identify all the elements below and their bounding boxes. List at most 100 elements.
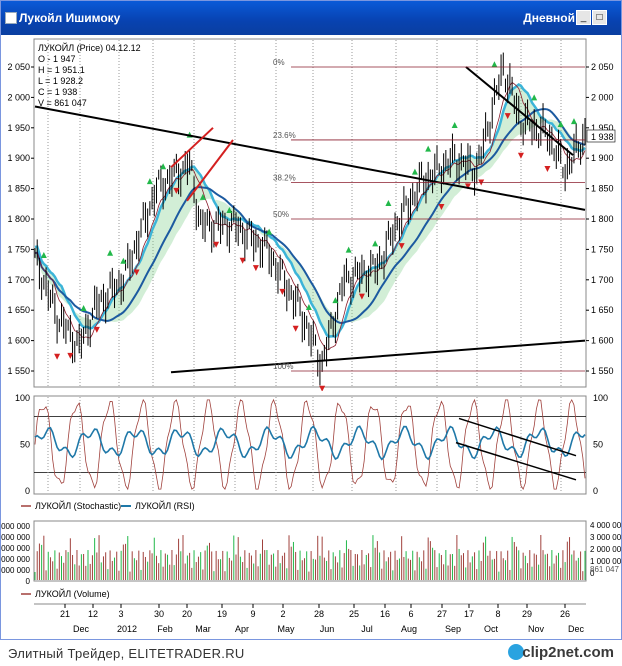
y-axis-tick: 2 000 (591, 92, 614, 102)
time-month-label: Feb (157, 624, 173, 634)
sell-signal-arrow (319, 385, 326, 392)
price-panel[interactable]: 0% 23.6% 38.2% 50% 100% 2 050 2 000 1 950 1 900… (1, 36, 621, 392)
y-axis-tick: 2 000 (7, 92, 30, 102)
volume-y-tick: 2 000 00 (590, 545, 621, 554)
fibonacci-label: 38.2% (273, 174, 296, 183)
oscillator-trendline[interactable] (458, 417, 577, 457)
channel-line[interactable] (186, 139, 234, 202)
sell-signal-arrow (358, 293, 365, 300)
time-month-label: 2012 (117, 624, 137, 634)
volume-y-tick: 000 000 (1, 533, 30, 542)
sell-signal-arrow (464, 183, 471, 190)
y-axis-tick: 1 650 (7, 305, 30, 315)
time-day-label: 6 (408, 609, 413, 619)
y-axis-tick: 1 700 (591, 275, 614, 285)
buy-signal-arrow (385, 199, 392, 206)
time-day-label: 8 (495, 609, 500, 619)
volume-y-tick: 000 000 (1, 544, 30, 553)
time-month-label: Nov (528, 624, 545, 634)
volume-legend-label: ЛУКОЙЛ (Volume) (35, 588, 110, 599)
buy-signal-arrow (411, 168, 418, 175)
fibonacci-label: 50% (273, 210, 289, 219)
buy-signal-arrow (425, 145, 432, 152)
fibonacci-label: 0% (273, 58, 285, 67)
volume-y-tick: 4 000 00 (590, 521, 621, 530)
y-axis-tick: 2 050 (7, 62, 30, 72)
oscillator-panel[interactable]: 100 100 50 50 0 0 ЛУКОЙЛ (Stochastic) ЛУКОЙЛ … (1, 393, 621, 517)
sell-signal-arrow (544, 166, 551, 173)
title-bar[interactable]: Лукойл Ишимоку Дневной _ □ (1, 1, 621, 35)
buy-signal-arrow (531, 94, 538, 101)
support-trendline[interactable] (170, 339, 586, 374)
sell-signal-arrow (292, 325, 299, 332)
oscillator-chart[interactable]: 100 100 50 50 0 0 ЛУКОЙЛ (Stochastic) ЛУКОЙЛ … (1, 393, 621, 517)
stochastic-legend: ЛУКОЙЛ (Stochastic) (35, 500, 121, 511)
volume-y-tick: 0 (590, 569, 595, 578)
volume-panel[interactable]: 000 000 000 000 000 000 000 000 000 000 0 4 0… (1, 519, 622, 603)
fibonacci-label: 23.6% (273, 131, 296, 140)
sell-signal-arrow (438, 203, 445, 210)
buy-signal-arrow (451, 121, 458, 128)
buy-signal-arrow (372, 240, 379, 247)
buy-signal-arrow (160, 163, 167, 170)
y-axis-tick: 1 700 (7, 275, 30, 285)
last-price-label: 1 938 (591, 132, 614, 142)
footer: Элитный Трейдер, ELITETRADER.RU clip2net… (0, 640, 622, 666)
footer-caption: Элитный Трейдер, ELITETRADER.RU (8, 646, 245, 661)
resistance-trendline[interactable] (34, 105, 586, 211)
window-title: Лукойл Ишимоку (19, 11, 121, 25)
y-axis-tick: 1 900 (591, 153, 614, 163)
time-day-label: 20 (182, 609, 192, 619)
maximize-button[interactable]: □ (592, 10, 607, 25)
sell-signal-arrow (133, 269, 140, 276)
price-header-line: H = 1 951.1 (38, 65, 85, 75)
sell-signal-arrow (504, 113, 511, 120)
y-axis-tick: 1 900 (7, 153, 30, 163)
price-header-line: V = 861 047 (38, 98, 87, 108)
time-month-label: Apr (235, 624, 249, 634)
y-axis-tick: 1 950 (591, 123, 614, 133)
volume-y-tick: 000 000 (1, 566, 30, 575)
time-axis[interactable]: 21 12 3 30 20 19 9 2 28 25 16 6 27 17 8 29 26 Dec 2012 Feb M… (1, 603, 621, 639)
time-day-label: 21 (60, 609, 70, 619)
price-chart[interactable]: 0% 23.6% 38.2% 50% 100% 2 050 2 000 1 950 1 900… (1, 36, 621, 392)
footer-brand[interactable]: clip2net.com (522, 644, 614, 661)
buy-signal-arrow (80, 305, 87, 312)
time-month-label: May (277, 624, 295, 634)
time-month-label: Dec (73, 624, 90, 634)
time-day-label: 3 (118, 609, 123, 619)
volume-y-tick: 000 000 (1, 522, 30, 531)
sell-signal-arrow (239, 257, 246, 264)
oscillator-trendline[interactable] (455, 441, 577, 481)
time-month-label: Aug (401, 624, 417, 634)
y-axis-tick: 1 950 (7, 123, 30, 133)
time-day-label: 12 (88, 609, 98, 619)
y-axis-tick: 1 800 (7, 214, 30, 224)
sell-signal-arrow (252, 265, 259, 272)
volume-chart[interactable]: 000 000 000 000 000 000 000 000 000 000 0 4 0… (1, 519, 622, 603)
time-month-label: Sep (445, 624, 461, 634)
channel-line[interactable] (170, 127, 214, 169)
y-axis-tick: 1 600 (7, 336, 30, 346)
stochastic-line (34, 398, 586, 491)
time-day-label: 29 (522, 609, 532, 619)
buy-signal-arrow (305, 303, 312, 310)
sell-signal-arrow (54, 353, 61, 360)
oscillator-legend: ЛУКОЙЛ (Stochastic) ЛУКОЙЛ (RSI) (21, 500, 195, 511)
buy-signal-arrow (199, 193, 206, 200)
time-month-label: Jun (320, 624, 335, 634)
short-term-trendline[interactable] (465, 66, 574, 156)
fibonacci-label: 100% (273, 362, 293, 371)
oscillator-y-tick: 50 (20, 440, 30, 450)
time-day-label: 16 (380, 609, 390, 619)
buy-signal-arrow (557, 121, 564, 128)
buy-signal-arrow (226, 206, 233, 213)
time-day-label: 28 (314, 609, 324, 619)
buy-signal-arrow (120, 257, 127, 264)
clip2net-logo-icon (508, 644, 524, 660)
minimize-button[interactable]: _ (576, 10, 591, 25)
period-selector[interactable]: Дневной (523, 11, 575, 25)
y-axis-tick: 1 550 (7, 366, 30, 376)
rsi-legend: ЛУКОЙЛ (RSI) (135, 500, 195, 511)
sell-signal-arrow (93, 326, 100, 333)
